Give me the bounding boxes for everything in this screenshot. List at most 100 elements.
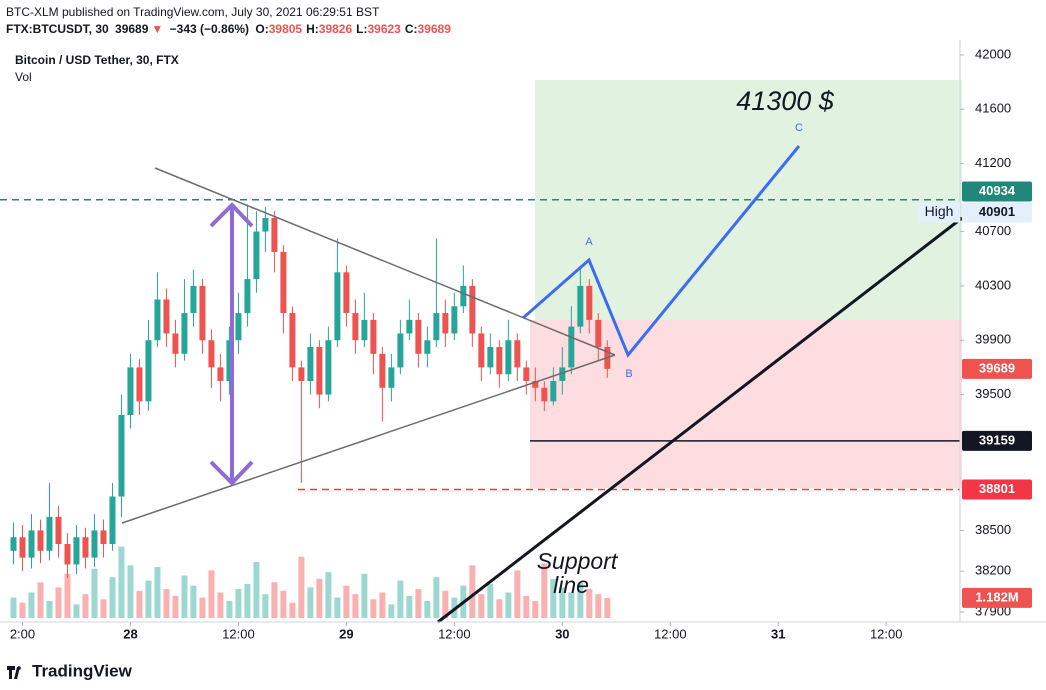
- candle-body: [244, 279, 251, 314]
- x-tick-label: 30: [555, 626, 569, 641]
- quote-line: FTX:BTCUSDT, 30 39689 ▼ −343 (−0.86%) O:3…: [6, 22, 458, 36]
- volume-bar: [10, 597, 17, 618]
- volume-bar: [478, 594, 485, 618]
- y-tick-label: 40700: [975, 223, 1011, 238]
- candle-body: [55, 516, 62, 545]
- logo: [7, 666, 21, 679]
- volume-bar: [91, 568, 98, 618]
- volume-bar: [64, 573, 71, 618]
- volume-label-box: [962, 587, 1032, 608]
- support-line: [437, 216, 963, 624]
- volume-bar: [487, 584, 494, 618]
- candle-body: [100, 530, 107, 545]
- volume-bar: [415, 589, 422, 618]
- wave-label: B: [625, 368, 632, 380]
- volume-bar: [271, 582, 278, 618]
- ohlc-value: 39826: [318, 22, 353, 36]
- candle-body: [163, 299, 170, 334]
- volume-bar: [55, 587, 62, 618]
- ohlc-value: 39689: [417, 22, 451, 36]
- price-label-box: [962, 181, 1032, 202]
- candle-body: [154, 299, 161, 341]
- volume-bar: [433, 577, 440, 618]
- ohlc-value: 39805: [268, 22, 303, 36]
- x-tick-label: 12:00: [654, 626, 687, 641]
- price-labels: 40934 40901 High 39689 39159 38801 1.182M: [918, 181, 1032, 608]
- y-tick-label: 38200: [975, 563, 1011, 578]
- volume-bar: [334, 597, 341, 618]
- support-note: line: [553, 572, 589, 598]
- volume-bar: [136, 590, 143, 618]
- candle-body: [343, 272, 350, 314]
- volume-bar: [505, 592, 512, 618]
- candle-body: [379, 353, 386, 388]
- candle-body: [208, 340, 215, 368]
- volume-bar: [244, 584, 251, 618]
- price-label-box: [962, 430, 1032, 451]
- volume-bar: [100, 599, 107, 618]
- candle-body: [325, 340, 332, 395]
- candle-body: [64, 544, 71, 565]
- volume-bar: [73, 604, 80, 618]
- x-tick-label: 12:00: [438, 626, 471, 641]
- candle-body: [181, 313, 188, 354]
- candle-body: [136, 367, 143, 402]
- price-label-box: [962, 479, 1032, 500]
- candle-body: [271, 217, 278, 252]
- triangle-upper: [154, 167, 616, 356]
- candle-body: [190, 285, 197, 314]
- candle-body: [127, 367, 134, 415]
- volume-bar: [586, 589, 593, 618]
- candle-body: [262, 217, 269, 232]
- candle-body: [496, 347, 503, 375]
- price-label: 40934: [979, 183, 1016, 198]
- volume-bar: [370, 599, 377, 618]
- candle-body: [334, 272, 341, 341]
- volume-bar: [514, 570, 521, 618]
- price-label: 38801: [979, 481, 1015, 496]
- candle-body: [82, 537, 89, 558]
- candle-body: [577, 285, 584, 327]
- candle-body: [550, 380, 557, 402]
- volume-bar: [262, 594, 269, 618]
- ohlc-label: C:: [404, 22, 418, 36]
- volume-bar: [145, 580, 152, 618]
- volume-bar: [199, 597, 206, 618]
- wave-label: C: [795, 122, 803, 134]
- price-lines: [0, 199, 960, 491]
- ohlc: O:39805 H:39826 L:39623 C:39689: [255, 22, 455, 36]
- candle-body: [235, 313, 242, 341]
- candle-body: [532, 380, 539, 388]
- ohlc-value: 39623: [367, 22, 401, 36]
- candle-body: [487, 347, 494, 368]
- price-label: 39159: [979, 432, 1015, 447]
- candle-body: [586, 285, 593, 320]
- volume-bar: [289, 602, 296, 618]
- volume-bar: [352, 594, 359, 618]
- ohlc-label: H:: [306, 22, 319, 36]
- volume-bar: [388, 604, 395, 618]
- volume-bar: [28, 592, 35, 618]
- candle-body: [388, 367, 395, 388]
- candle-body: [361, 319, 368, 341]
- price-label: 40901: [979, 204, 1015, 219]
- wave-label: A: [585, 236, 593, 248]
- candle-body: [568, 326, 575, 368]
- candle-body: [406, 319, 413, 334]
- candle-body: [280, 251, 287, 314]
- volume-bar: [172, 595, 179, 618]
- x-tick-label: 12:00: [222, 626, 255, 641]
- support-note: Support: [537, 548, 619, 574]
- volume-bar: [154, 567, 161, 618]
- volume-bar: [109, 577, 116, 618]
- candles: [10, 204, 611, 618]
- volume-bar: [217, 592, 224, 618]
- candle-body: [46, 516, 53, 551]
- volume-bar: [541, 563, 548, 618]
- chart-title: Bitcoin / USD Tether, 30, FTX: [15, 53, 179, 67]
- y-tick-label: 41200: [975, 155, 1011, 170]
- volume-bar: [424, 601, 431, 618]
- last-price: 39689: [115, 22, 149, 36]
- loss-zone: [530, 320, 962, 488]
- candle-body: [541, 387, 548, 402]
